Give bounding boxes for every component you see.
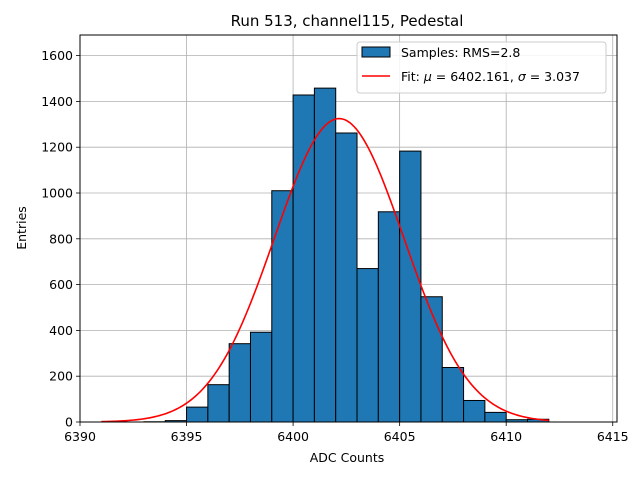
plot-frame	[79, 34, 618, 423]
legend-fit-mu-value: = 6402.161,	[432, 69, 518, 84]
histogram-bar	[399, 150, 422, 423]
histogram-bar	[356, 268, 379, 423]
x-tick-label: 6400	[277, 429, 309, 444]
x-tick-label: 6410	[490, 429, 522, 444]
legend-fit-prefix: Fit:	[401, 69, 424, 84]
y-tick-label: 1400	[41, 94, 73, 109]
x-tick-label: 6395	[171, 429, 203, 444]
plot-area	[79, 34, 618, 423]
histogram-bar	[207, 384, 230, 423]
histogram-bar	[313, 87, 337, 423]
x-tick-label: 6390	[64, 429, 96, 444]
gaussian-fit-curve	[101, 117, 549, 423]
x-axis-ticks: 6390 6395 6400 6405 6410 6415	[64, 422, 629, 444]
y-tick-label: 600	[49, 277, 73, 292]
histogram-bar	[335, 132, 358, 423]
histogram-bar	[249, 331, 273, 423]
histogram-bar	[271, 190, 294, 423]
y-tick-label: 1600	[41, 48, 73, 63]
y-axis-title: Entries	[14, 206, 29, 250]
histogram-bar	[186, 406, 209, 423]
x-axis-title: ADC Counts	[310, 450, 385, 465]
chart-title: Run 513, channel115, Pedestal	[231, 12, 464, 30]
histogram-bar	[441, 366, 465, 423]
legend-box	[356, 41, 607, 94]
histogram-bar	[420, 296, 443, 423]
legend-fit-label: Fit: μ = 6402.161, σ = 3.037	[401, 69, 580, 84]
legend-samples-label: Samples: RMS=2.8	[401, 45, 520, 60]
y-tick-label: 200	[49, 369, 73, 384]
y-tick-label: 1000	[41, 186, 73, 201]
y-tick-label: 0	[65, 415, 73, 430]
histogram-bar	[463, 399, 486, 423]
x-tick-label: 6415	[597, 429, 629, 444]
histogram-bar	[484, 411, 507, 423]
y-tick-label: 400	[49, 323, 73, 338]
histogram-bars	[143, 87, 550, 423]
y-tick-label: 800	[49, 231, 73, 246]
y-axis-ticks: 0 200 400 600 800 1000 1200 1400 1600	[41, 48, 80, 430]
legend-samples-swatch	[361, 46, 391, 58]
histogram-bar	[377, 211, 401, 423]
x-tick-label: 6405	[384, 429, 416, 444]
legend: Samples: RMS=2.8 Fit: μ = 6402.161, σ = …	[356, 41, 607, 94]
y-tick-label: 1200	[41, 140, 73, 155]
legend-sigma-symbol: σ	[518, 69, 527, 84]
legend-fit-sigma-value: = 3.037	[526, 69, 580, 84]
legend-mu-symbol: μ	[423, 69, 432, 84]
histogram-bar	[228, 343, 251, 423]
